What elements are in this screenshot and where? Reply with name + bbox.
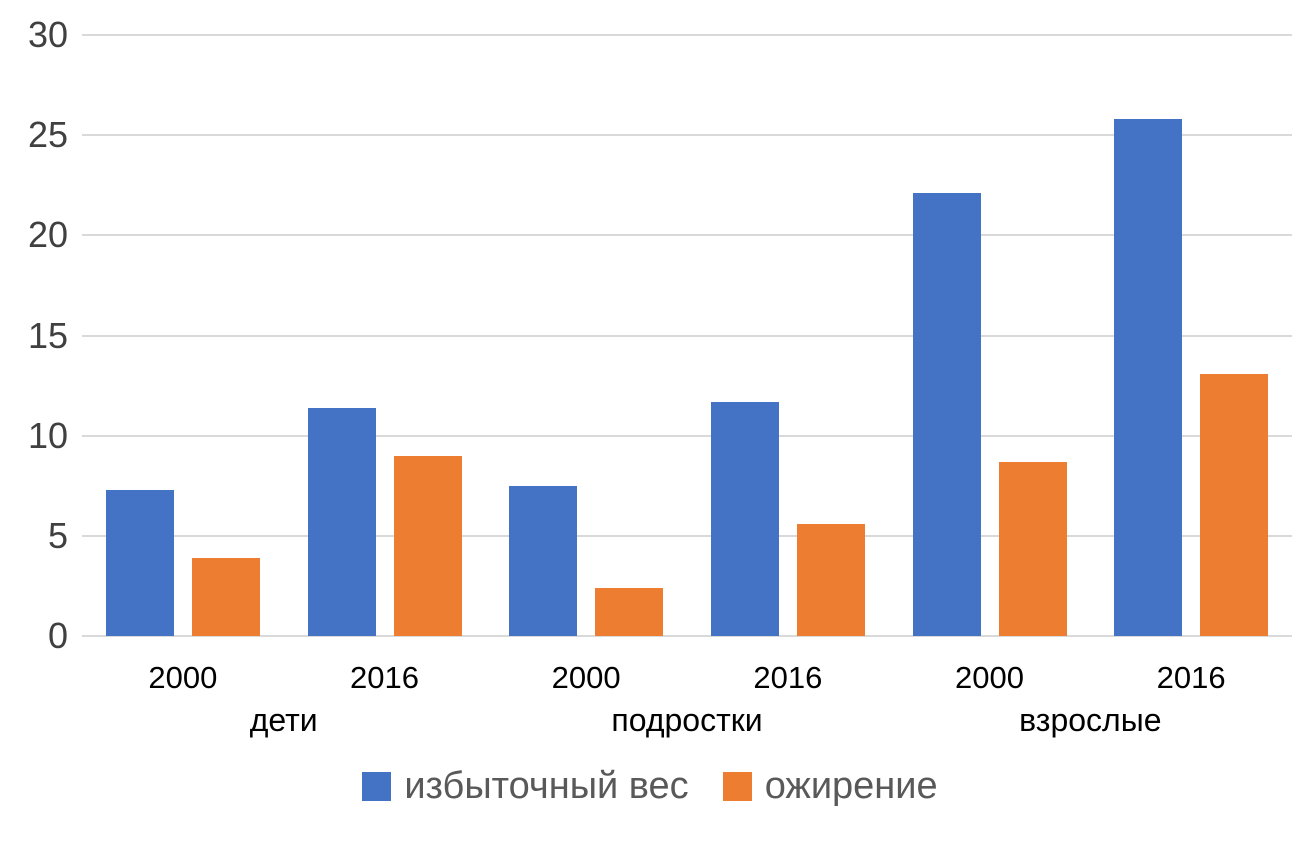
legend-marker-избыточный-вес bbox=[362, 771, 392, 801]
gridline bbox=[82, 334, 1292, 337]
y-axis-tick-label: 0 bbox=[47, 615, 68, 656]
gridline bbox=[82, 34, 1292, 36]
legend-item-ожирение: ожирение bbox=[722, 764, 938, 808]
x-axis-year-label: 2016 bbox=[350, 660, 419, 695]
x-axis-year-label: 2016 bbox=[1156, 660, 1226, 695]
y-axis-tick-label: 25 bbox=[27, 114, 68, 156]
legend: избыточный вес ожирение bbox=[0, 764, 1300, 808]
legend-label: ожирение bbox=[764, 765, 938, 807]
bar-ожирение-2000 bbox=[595, 587, 664, 636]
bar-избыточный-вес-2000 bbox=[509, 485, 578, 636]
legend-item-избыточный-вес: избыточный вес bbox=[362, 764, 689, 808]
x-axis-group-label: взрослые bbox=[1019, 702, 1162, 738]
legend-marker-ожирение bbox=[722, 771, 752, 801]
x-axis-year-label: 2000 bbox=[148, 660, 218, 695]
y-axis-tick-label: 15 bbox=[27, 314, 68, 356]
y-axis-tick-label: 10 bbox=[27, 414, 68, 456]
y-axis-tick-label: 30 bbox=[27, 14, 68, 55]
bar-ожирение-2016 bbox=[393, 455, 462, 636]
bar-ожирение-2016 bbox=[1200, 373, 1269, 636]
gridline bbox=[82, 534, 1292, 537]
bar-ожирение-2000 bbox=[998, 461, 1067, 636]
gridline bbox=[82, 635, 1292, 637]
bar-избыточный-вес-2016 bbox=[307, 407, 376, 636]
legend-label: избыточный вес bbox=[404, 765, 689, 807]
y-axis-tick-label: 20 bbox=[27, 214, 68, 256]
bar-избыточный-вес-2016 bbox=[1114, 119, 1183, 636]
bar-ожирение-2000 bbox=[191, 557, 260, 636]
bar-ожирение-2016 bbox=[796, 523, 865, 636]
x-axis-year-label: 2000 bbox=[955, 660, 1024, 695]
bar-избыточный-вес-2000 bbox=[912, 193, 981, 636]
x-axis-year-label: 2000 bbox=[551, 660, 621, 695]
gridline bbox=[82, 234, 1292, 237]
y-axis-tick-label: 5 bbox=[47, 514, 68, 556]
bar-избыточный-вес-2000 bbox=[105, 489, 174, 636]
gridline bbox=[82, 434, 1292, 437]
gridline bbox=[82, 134, 1292, 137]
bar-избыточный-вес-2016 bbox=[710, 401, 779, 636]
x-axis-year-label: 2016 bbox=[753, 660, 823, 695]
x-axis-group-label: дети bbox=[249, 702, 318, 738]
x-axis-group-label: подростки bbox=[611, 702, 763, 738]
